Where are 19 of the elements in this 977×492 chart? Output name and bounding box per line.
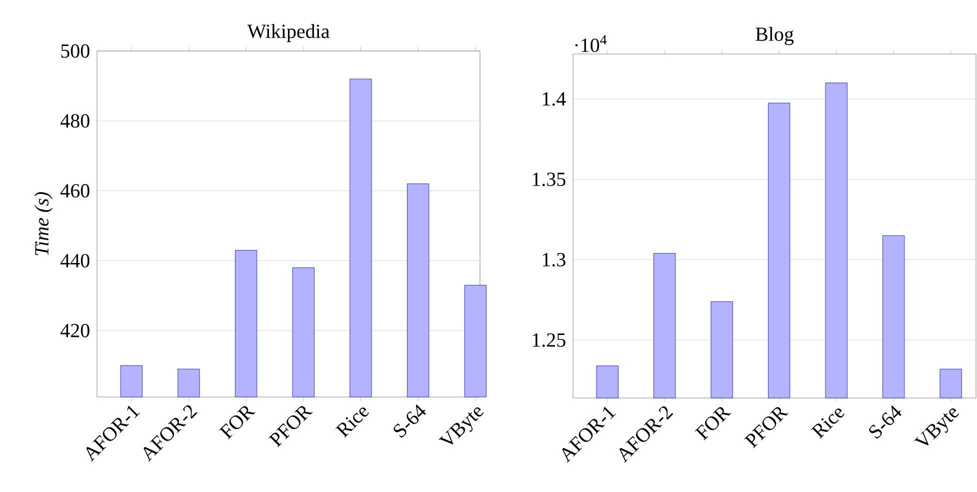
x-tick-label: FOR — [694, 407, 732, 440]
x-tick-label: S-64 — [869, 406, 902, 439]
y-tick-label: 420 — [60, 324, 90, 338]
y-tick-label: 1.4 — [542, 92, 566, 106]
text: ·10$^{4}$ — [575, 35, 607, 52]
y-tick-label: 1.25 — [532, 333, 566, 347]
x-tick-label: S-64 — [394, 404, 426, 438]
chart-title: Blog — [756, 26, 794, 46]
y-tick-label: 1.3 — [542, 252, 566, 267]
y-axis-title: Time (s) — [34, 192, 53, 256]
x-tick-label: FOR — [219, 406, 256, 440]
y-tick-label: 500 — [61, 44, 90, 58]
x-tick-label: Rice — [810, 408, 845, 439]
x-tick-label: Rice — [335, 407, 369, 438]
chart-title: Wikipedia — [247, 24, 330, 42]
y-tick-label: 460 — [60, 184, 90, 198]
y-tick-label: 440 — [60, 254, 90, 268]
y-tick-label: 480 — [60, 114, 90, 128]
y-tick-label: 1.35 — [532, 172, 566, 186]
